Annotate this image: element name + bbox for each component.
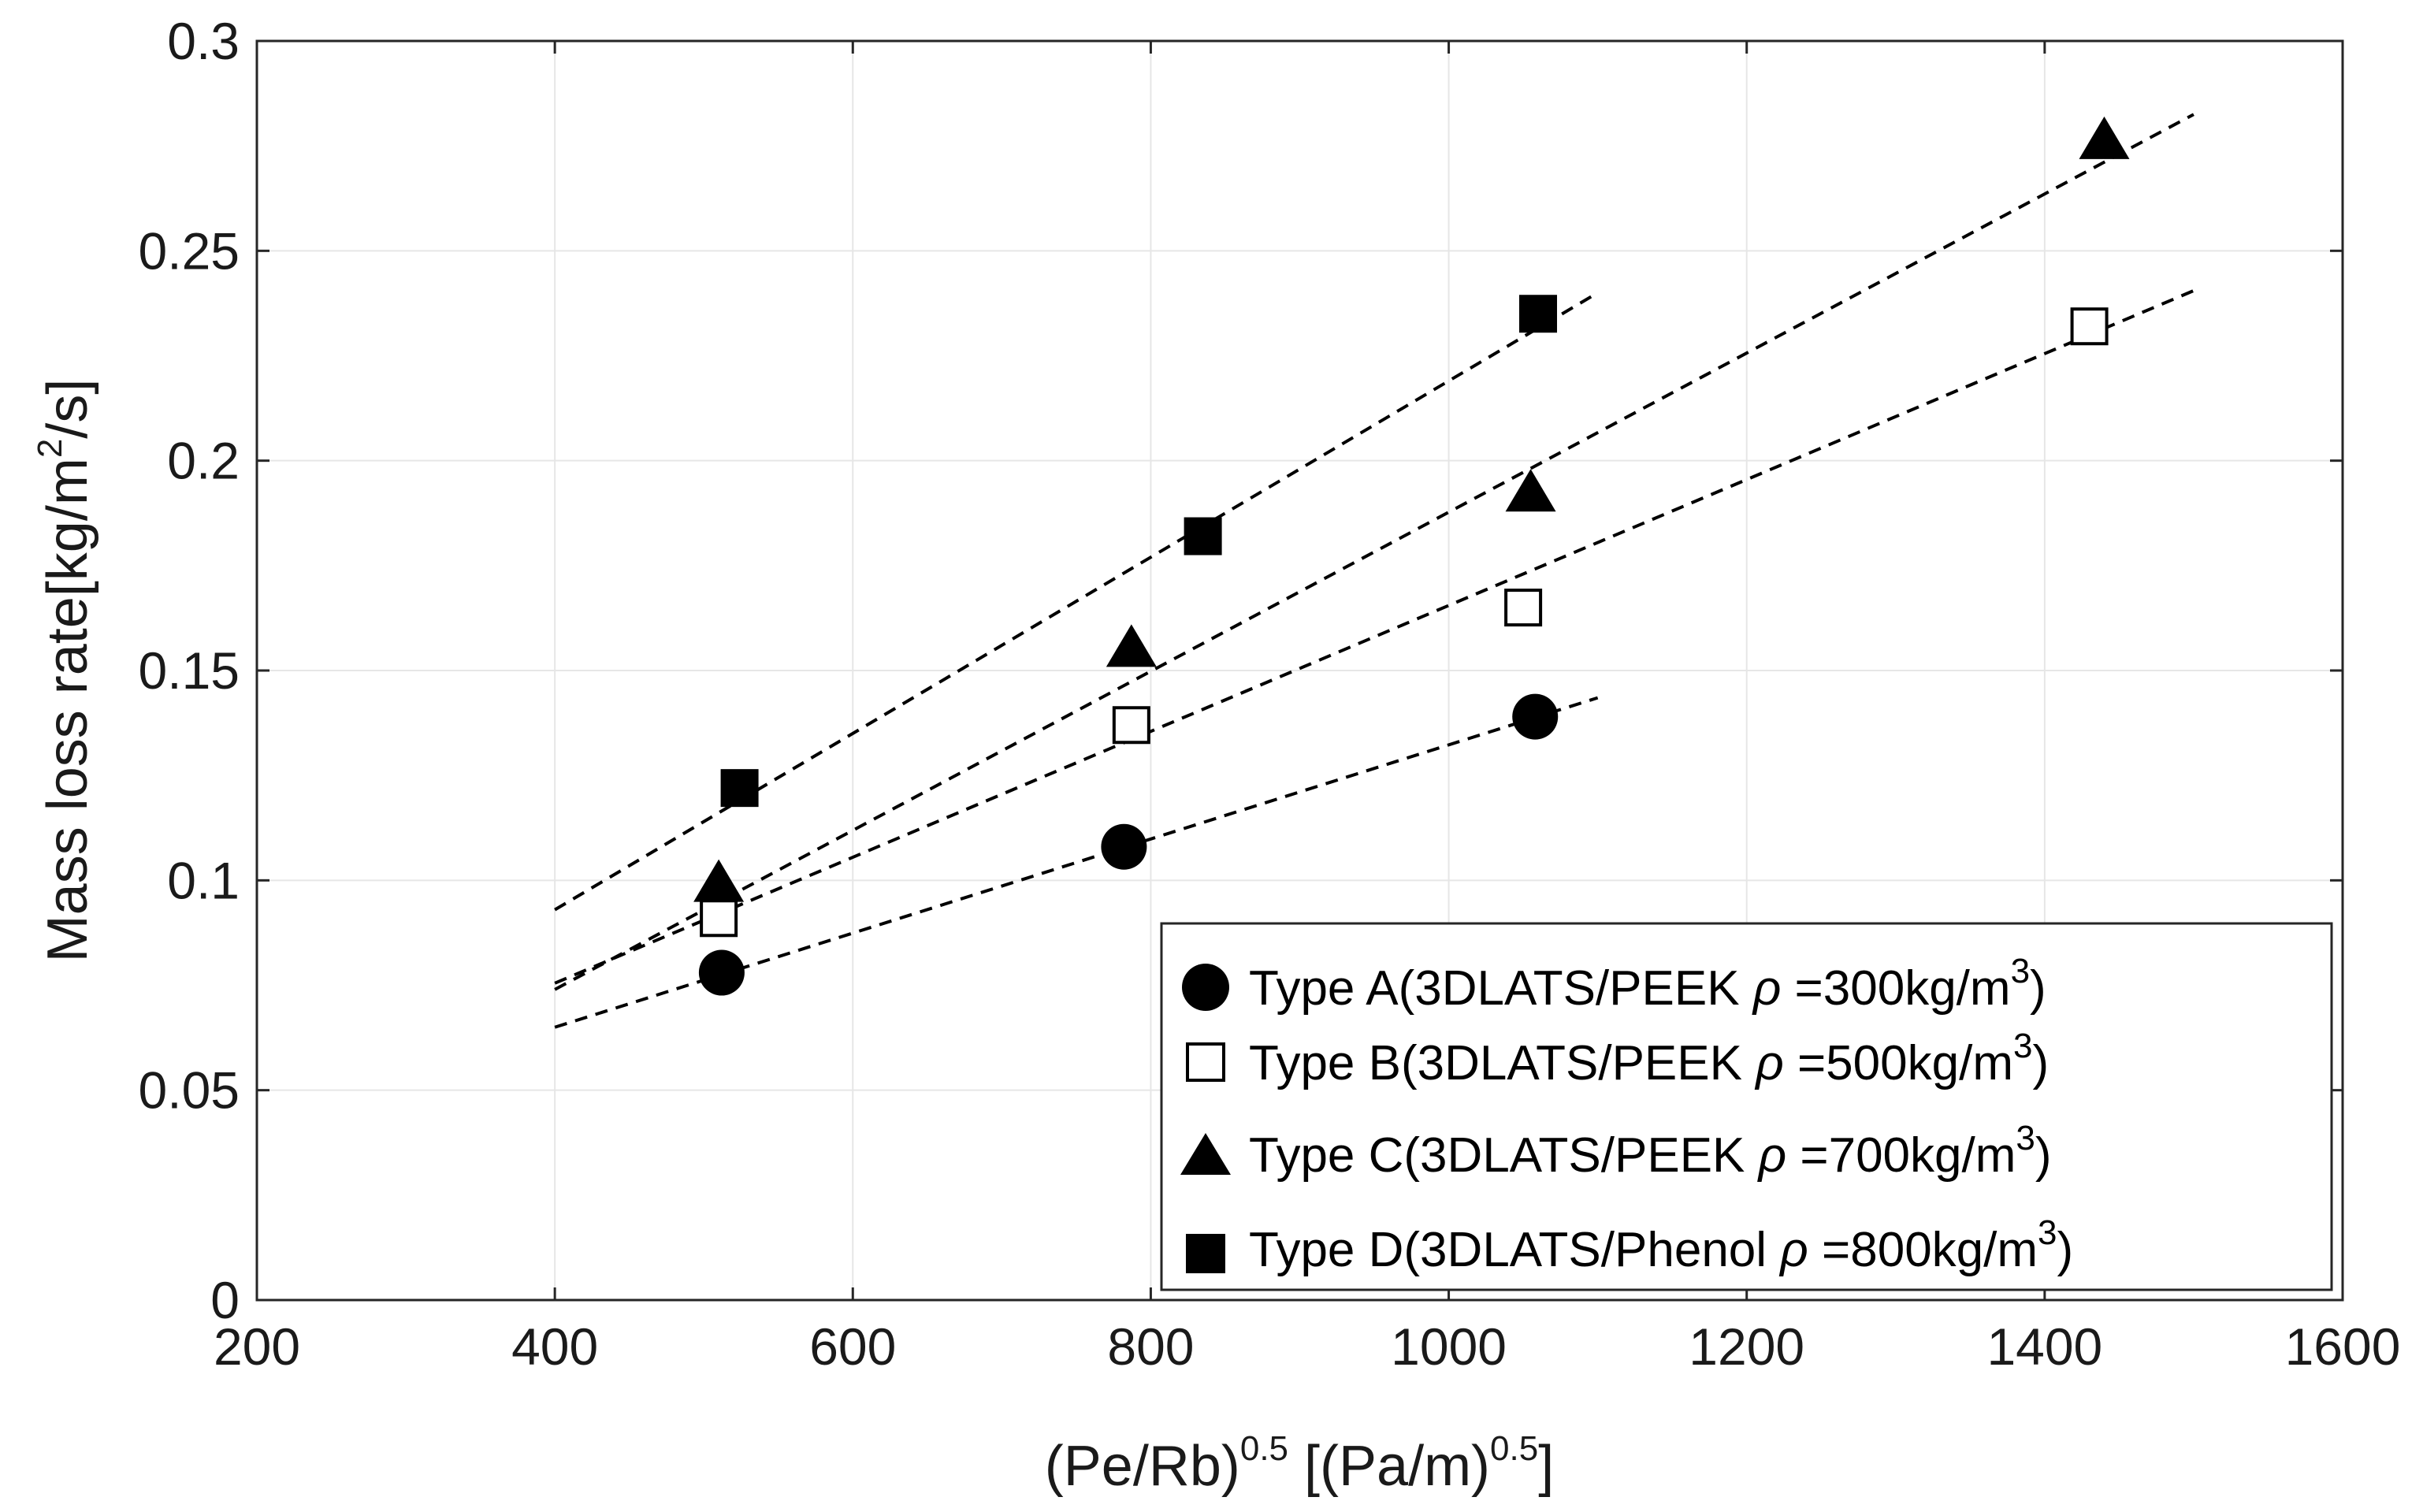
x-tick-label: 600 <box>809 1317 896 1376</box>
x-tick-label: 800 <box>1107 1317 1194 1376</box>
legend-label-type-b: Type B(3DLATS/PEEK ρ =500kg/m3) <box>1249 1027 2049 1090</box>
legend-marker-filled-square <box>1186 1234 1225 1273</box>
legend-box <box>1160 922 2333 1291</box>
x-tick-label: 1200 <box>1689 1317 1804 1376</box>
data-point-type-a <box>698 949 745 996</box>
x-tick-label: 1400 <box>1986 1317 2102 1376</box>
fit-line-type-c <box>554 113 2194 991</box>
y-tick-label: 0.2 <box>167 432 240 490</box>
y-tick-label: 0.25 <box>139 221 240 280</box>
data-point-type-b <box>2070 307 2109 346</box>
x-axis-label: (Pe/Rb)0.5 [(Pa/m)0.5] <box>1045 1429 1554 1498</box>
legend: Type A(3DLATS/PEEK ρ =300kg/m3) Type B(3… <box>1160 922 2333 1291</box>
y-tick-label: 0 <box>210 1271 240 1329</box>
data-point-type-d <box>720 769 759 808</box>
legend-label-type-c: Type C(3DLATS/PEEK ρ =700kg/m3) <box>1249 1119 2052 1183</box>
y-tick-label: 0.1 <box>167 851 240 909</box>
legend-entry-type-d: Type D(3DLATS/Phenol ρ =800kg/m3) <box>1186 1213 2073 1277</box>
x-tick-label: 1000 <box>1391 1317 1507 1376</box>
data-point-type-b <box>1112 706 1150 745</box>
legend-label-type-d: Type D(3DLATS/Phenol ρ =800kg/m3) <box>1249 1213 2073 1277</box>
data-point-type-a <box>1512 693 1559 740</box>
data-point-type-c <box>1106 624 1157 667</box>
x-tick-label: 1600 <box>2285 1317 2401 1376</box>
legend-marker-open-square <box>1186 1042 1225 1082</box>
y-tick-label: 0.05 <box>139 1061 240 1120</box>
data-markers <box>693 116 2130 996</box>
data-point-type-d <box>1184 517 1222 555</box>
legend-marker-circle <box>1182 964 1229 1011</box>
x-tick-label: 200 <box>214 1317 300 1376</box>
data-point-type-b <box>700 899 738 938</box>
legend-label-type-a: Type A(3DLATS/PEEK ρ =300kg/m3) <box>1249 952 2046 1016</box>
y-tick-label: 0.3 <box>167 12 240 70</box>
data-point-type-d <box>1519 295 1558 333</box>
legend-entry-type-b: Type B(3DLATS/PEEK ρ =500kg/m3) <box>1186 1027 2049 1090</box>
x-tick-label: 400 <box>511 1317 598 1376</box>
data-point-type-c <box>1505 469 1556 512</box>
data-point-type-a <box>1101 823 1147 870</box>
y-tick-label: 0.15 <box>139 641 240 700</box>
legend-entry-type-c: Type C(3DLATS/PEEK ρ =700kg/m3) <box>1180 1119 2052 1183</box>
legend-marker-triangle <box>1180 1133 1231 1175</box>
data-point-type-c <box>2079 116 2130 159</box>
ticks: 200 400 600 800 1000 1200 1400 1600 0 0.05 0.1 0.15… <box>139 12 2401 1376</box>
data-point-type-b <box>1504 589 1543 627</box>
legend-entry-type-a: Type A(3DLATS/PEEK ρ =300kg/m3) <box>1182 952 2046 1016</box>
y-axis-label: Mass loss rate[kg/m2/s] <box>31 379 99 963</box>
data-point-type-c <box>693 859 745 902</box>
